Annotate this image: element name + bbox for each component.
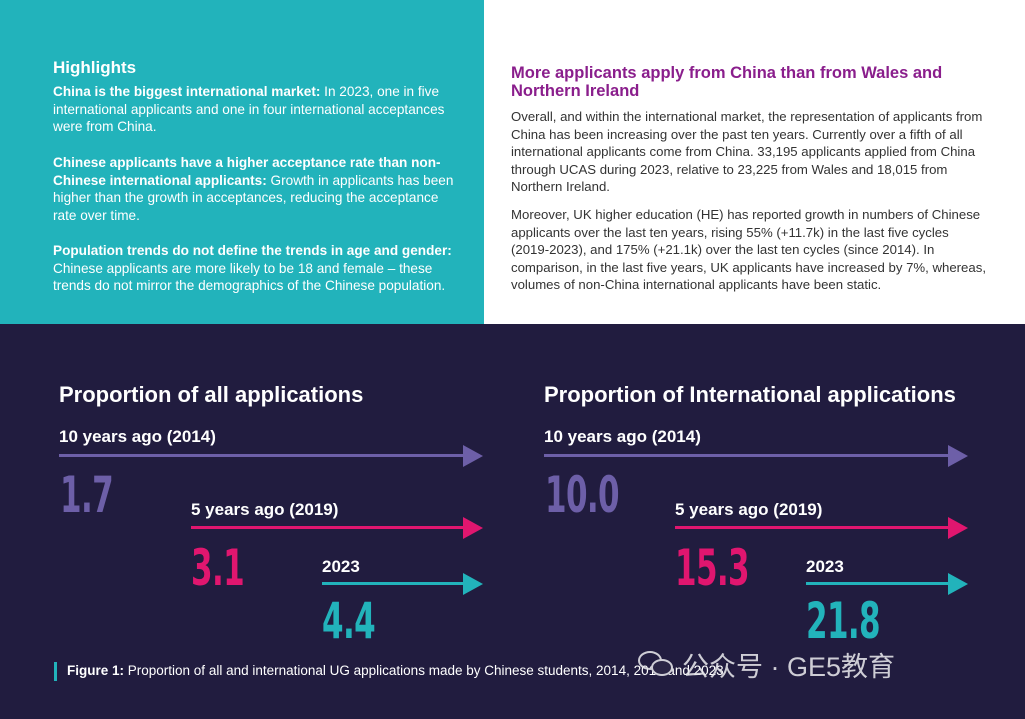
highlight-item-1: China is the biggest international marke…	[53, 83, 463, 136]
article-paragraph-1: Overall, and within the international ma…	[511, 109, 983, 195]
highlight-item-3-bold: Population trends do not define the tren…	[53, 243, 452, 258]
highlight-item-3: Population trends do not define the tren…	[53, 242, 463, 295]
section-all-row-2023-label: 2023	[322, 557, 360, 576]
section-international-row-2014-label: 10 years ago (2014)	[544, 427, 701, 446]
section-all-row-2014-label: 10 years ago (2014)	[59, 427, 216, 446]
section-all-row-2019-value: 3.1	[191, 539, 245, 597]
wechat-icon	[638, 649, 674, 679]
article-panel	[484, 0, 1025, 324]
section-international-row-2019-arrow	[675, 517, 968, 539]
watermark-text: 公众号 · GE5教育	[682, 651, 896, 682]
figure-caption: Figure 1: Proportion of all and internat…	[67, 663, 724, 678]
figure-caption-label: Figure 1:	[67, 663, 125, 678]
caption-accent-bar	[54, 662, 57, 681]
section-all-row-2019-arrow	[191, 517, 483, 539]
highlights-title: Highlights	[53, 58, 137, 77]
section-all-row-2019-label: 5 years ago (2019)	[191, 500, 339, 519]
section-all-row-2023-value: 4.4	[322, 592, 376, 650]
section-international-row-2023-value: 21.8	[806, 592, 881, 650]
section-all-row-2014-arrow	[59, 445, 483, 467]
section-international-row-2019-value: 15.3	[675, 539, 750, 597]
highlight-item-2: Chinese applicants have a higher accepta…	[53, 154, 463, 224]
section-all-row-2023-arrow	[322, 573, 483, 595]
infographic-panel	[0, 324, 1025, 719]
section-international-row-2014-value: 10.0	[545, 466, 620, 524]
highlight-item-2-text: Growth in applicants has been higher tha…	[53, 172, 454, 223]
section-international-title: Proportion of International applications	[544, 382, 956, 407]
watermark: 公众号 · GE5教育	[638, 646, 895, 682]
section-all-row-2014-value: 1.7	[60, 466, 114, 524]
section-international-row-2019-label: 5 years ago (2019)	[675, 500, 823, 519]
highlight-item-3-text: Chinese applicants are more likely to be…	[53, 260, 446, 294]
figure-caption-text: Proportion of all and international UG a…	[124, 663, 724, 678]
highlight-item-2-bold: Chinese applicants have a higher accepta…	[53, 155, 441, 188]
highlights-panel	[0, 0, 484, 324]
section-all-title: Proportion of all applications	[59, 382, 364, 407]
article-title: More applicants apply from China than fr…	[511, 64, 943, 100]
section-international-row-2023-arrow	[806, 573, 968, 595]
article-paragraph-2: Moreover, UK higher education (HE) has r…	[511, 207, 986, 293]
section-international-row-2023-label: 2023	[806, 557, 844, 576]
highlight-item-1-text: In 2023, one in five international appli…	[53, 84, 445, 135]
highlight-item-1-bold: China is the biggest international marke…	[53, 84, 321, 99]
section-international-row-2014-arrow	[544, 445, 968, 467]
